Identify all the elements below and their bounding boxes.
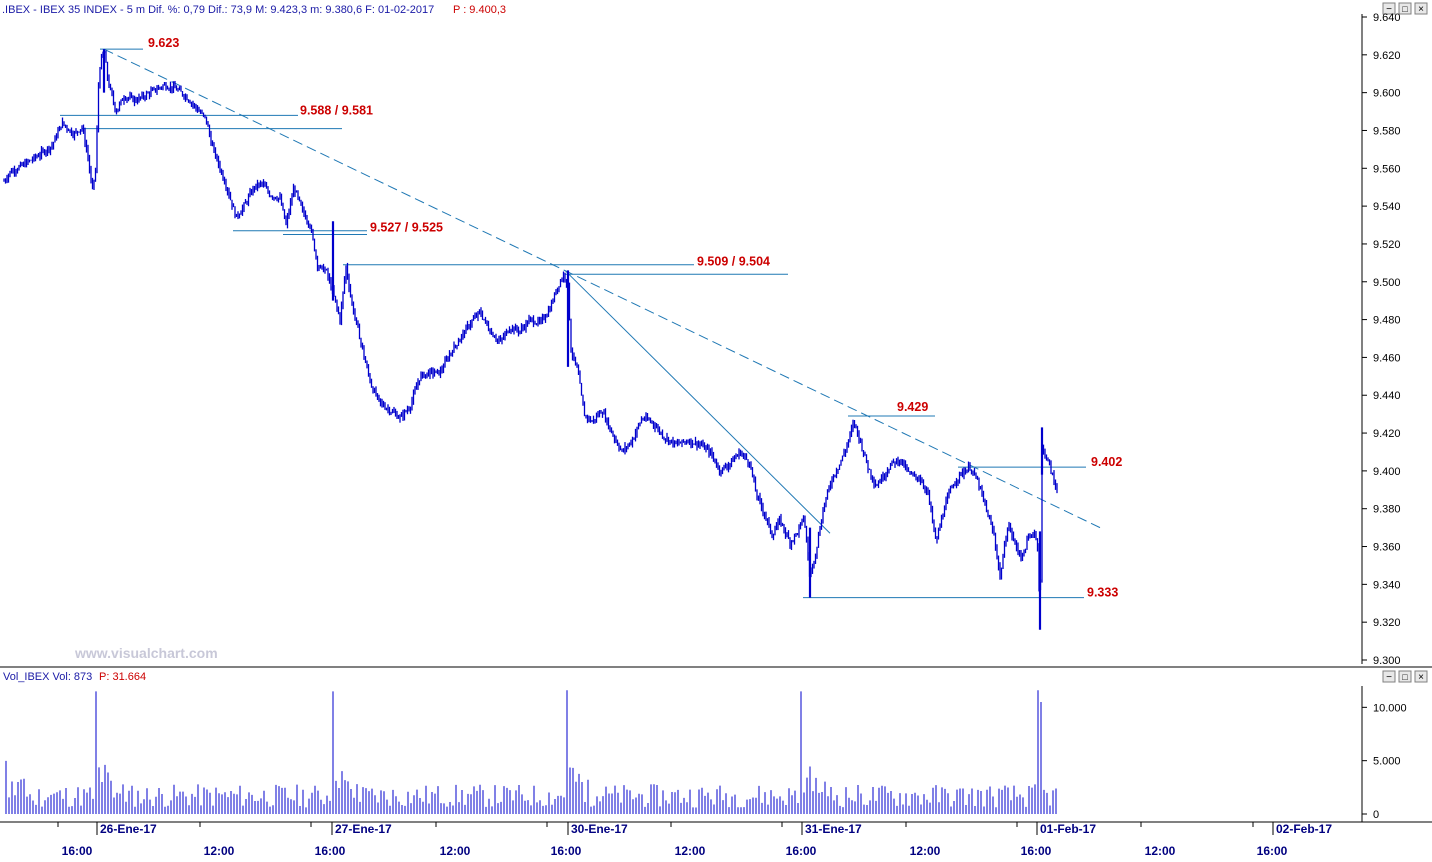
volume-tick-label: 10.000 xyxy=(1373,702,1407,714)
level-annotation-label: 9.509 / 9.504 xyxy=(697,255,770,269)
volume-maximize-button[interactable] xyxy=(1398,670,1412,683)
level-annotations: 9.623 9.588 / 9.581 9.527 / 9.525 9.509 / 9… xyxy=(148,36,1122,599)
last-price-text: P : 9.400,3 xyxy=(453,4,506,16)
time-label: 16:00 xyxy=(315,844,346,857)
level-annotation-label: 9.402 xyxy=(1091,455,1122,469)
minimize-icon: − xyxy=(1386,4,1392,15)
time-label: 16:00 xyxy=(1021,844,1052,857)
price-info-text: .IBEX - IBEX 35 INDEX - 5 m Dif. %: 0,79… xyxy=(2,4,434,16)
time-label: 16:00 xyxy=(1257,844,1288,857)
price-tick-label: 9.320 xyxy=(1373,617,1401,629)
price-tick-label: 9.640 xyxy=(1373,12,1401,24)
price-tick-label: 9.360 xyxy=(1373,542,1401,554)
price-tick-label: 9.440 xyxy=(1373,390,1401,402)
volume-label: Vol_IBEX Vol: 873 xyxy=(3,671,92,683)
volume-pane: Vol_IBEX Vol: 873 P: 31.664 − □ × 10.000… xyxy=(3,670,1428,822)
horizontal-levels xyxy=(60,48,1086,599)
price-tick-label: 9.600 xyxy=(1373,88,1401,100)
volume-close-button[interactable] xyxy=(1414,670,1428,683)
volume-bars xyxy=(5,690,1057,814)
volume-minimize-button[interactable] xyxy=(1382,670,1396,683)
close-button[interactable] xyxy=(1414,2,1428,15)
solid-trendline xyxy=(564,270,831,534)
level-annotation-label: 9.527 / 9.525 xyxy=(370,221,443,235)
maximize-icon: □ xyxy=(1402,4,1408,14)
volume-minimize-icon: − xyxy=(1386,672,1392,683)
time-label: 16:00 xyxy=(551,844,582,857)
price-tick-label: 9.300 xyxy=(1373,655,1401,667)
price-tick-label: 9.340 xyxy=(1373,579,1401,591)
price-tick-label: 9.500 xyxy=(1373,277,1401,289)
level-annotation-label: 9.333 xyxy=(1087,586,1118,600)
time-label: 12:00 xyxy=(440,844,471,857)
price-tick-label: 9.460 xyxy=(1373,352,1401,364)
price-header: .IBEX - IBEX 35 INDEX - 5 m Dif. %: 0,79… xyxy=(2,4,506,16)
dashed-trendline xyxy=(103,48,1101,529)
minimize-button[interactable] xyxy=(1382,2,1396,15)
watermark: www.visualchart.com xyxy=(74,645,218,661)
price-tick-label: 9.480 xyxy=(1373,315,1401,327)
price-tick-label: 9.620 xyxy=(1373,50,1401,62)
time-label: 12:00 xyxy=(204,844,235,857)
day-label: 30-Ene-17 xyxy=(571,822,628,836)
price-tick-label: 9.420 xyxy=(1373,428,1401,440)
day-label: 31-Ene-17 xyxy=(805,822,862,836)
time-axis: 26-Ene-17 27-Ene-17 30-Ene-17 31-Ene-17 01-F… xyxy=(57,822,1332,858)
day-label: 26-Ene-17 xyxy=(100,822,157,836)
level-annotation-label: 9.623 xyxy=(148,36,179,50)
volume-last-value: P: 31.664 xyxy=(99,671,146,683)
price-tick-label: 9.400 xyxy=(1373,466,1401,478)
time-label: 12:00 xyxy=(1145,844,1176,857)
price-tick-label: 9.540 xyxy=(1373,201,1401,213)
volume-tick-label: 0 xyxy=(1373,809,1379,821)
price-tick-label: 9.560 xyxy=(1373,163,1401,175)
price-pane-window-buttons: − □ × xyxy=(1382,2,1428,15)
volume-maximize-icon: □ xyxy=(1402,672,1408,682)
time-label: 16:00 xyxy=(786,844,817,857)
day-label: 27-Ene-17 xyxy=(335,822,392,836)
close-icon: × xyxy=(1418,4,1424,15)
time-label: 12:00 xyxy=(675,844,706,857)
price-tick-label: 9.580 xyxy=(1373,125,1401,137)
volume-tick-label: 5.000 xyxy=(1373,756,1401,768)
level-annotation-label: 9.429 xyxy=(897,400,928,414)
price-tick-label: 9.520 xyxy=(1373,239,1401,251)
day-label: 01-Feb-17 xyxy=(1040,822,1096,836)
maximize-button[interactable] xyxy=(1398,2,1412,15)
price-tick-label: 9.380 xyxy=(1373,504,1401,516)
volume-axis: 10.000 5.000 0 xyxy=(1362,702,1407,821)
day-label: 02-Feb-17 xyxy=(1276,822,1332,836)
time-label: 12:00 xyxy=(910,844,941,857)
price-pane: 9.640 9.620 9.600 9.580 9.560 9.540 9.520 9.500… xyxy=(3,12,1401,667)
price-axis: 9.640 9.620 9.600 9.580 9.560 9.540 9.520 9.500… xyxy=(1362,12,1401,667)
trendlines xyxy=(103,48,1101,534)
level-annotation-label: 9.588 / 9.581 xyxy=(300,103,373,117)
time-label: 16:00 xyxy=(62,844,93,857)
volume-close-icon: × xyxy=(1418,672,1424,683)
price-bars xyxy=(3,49,1058,630)
